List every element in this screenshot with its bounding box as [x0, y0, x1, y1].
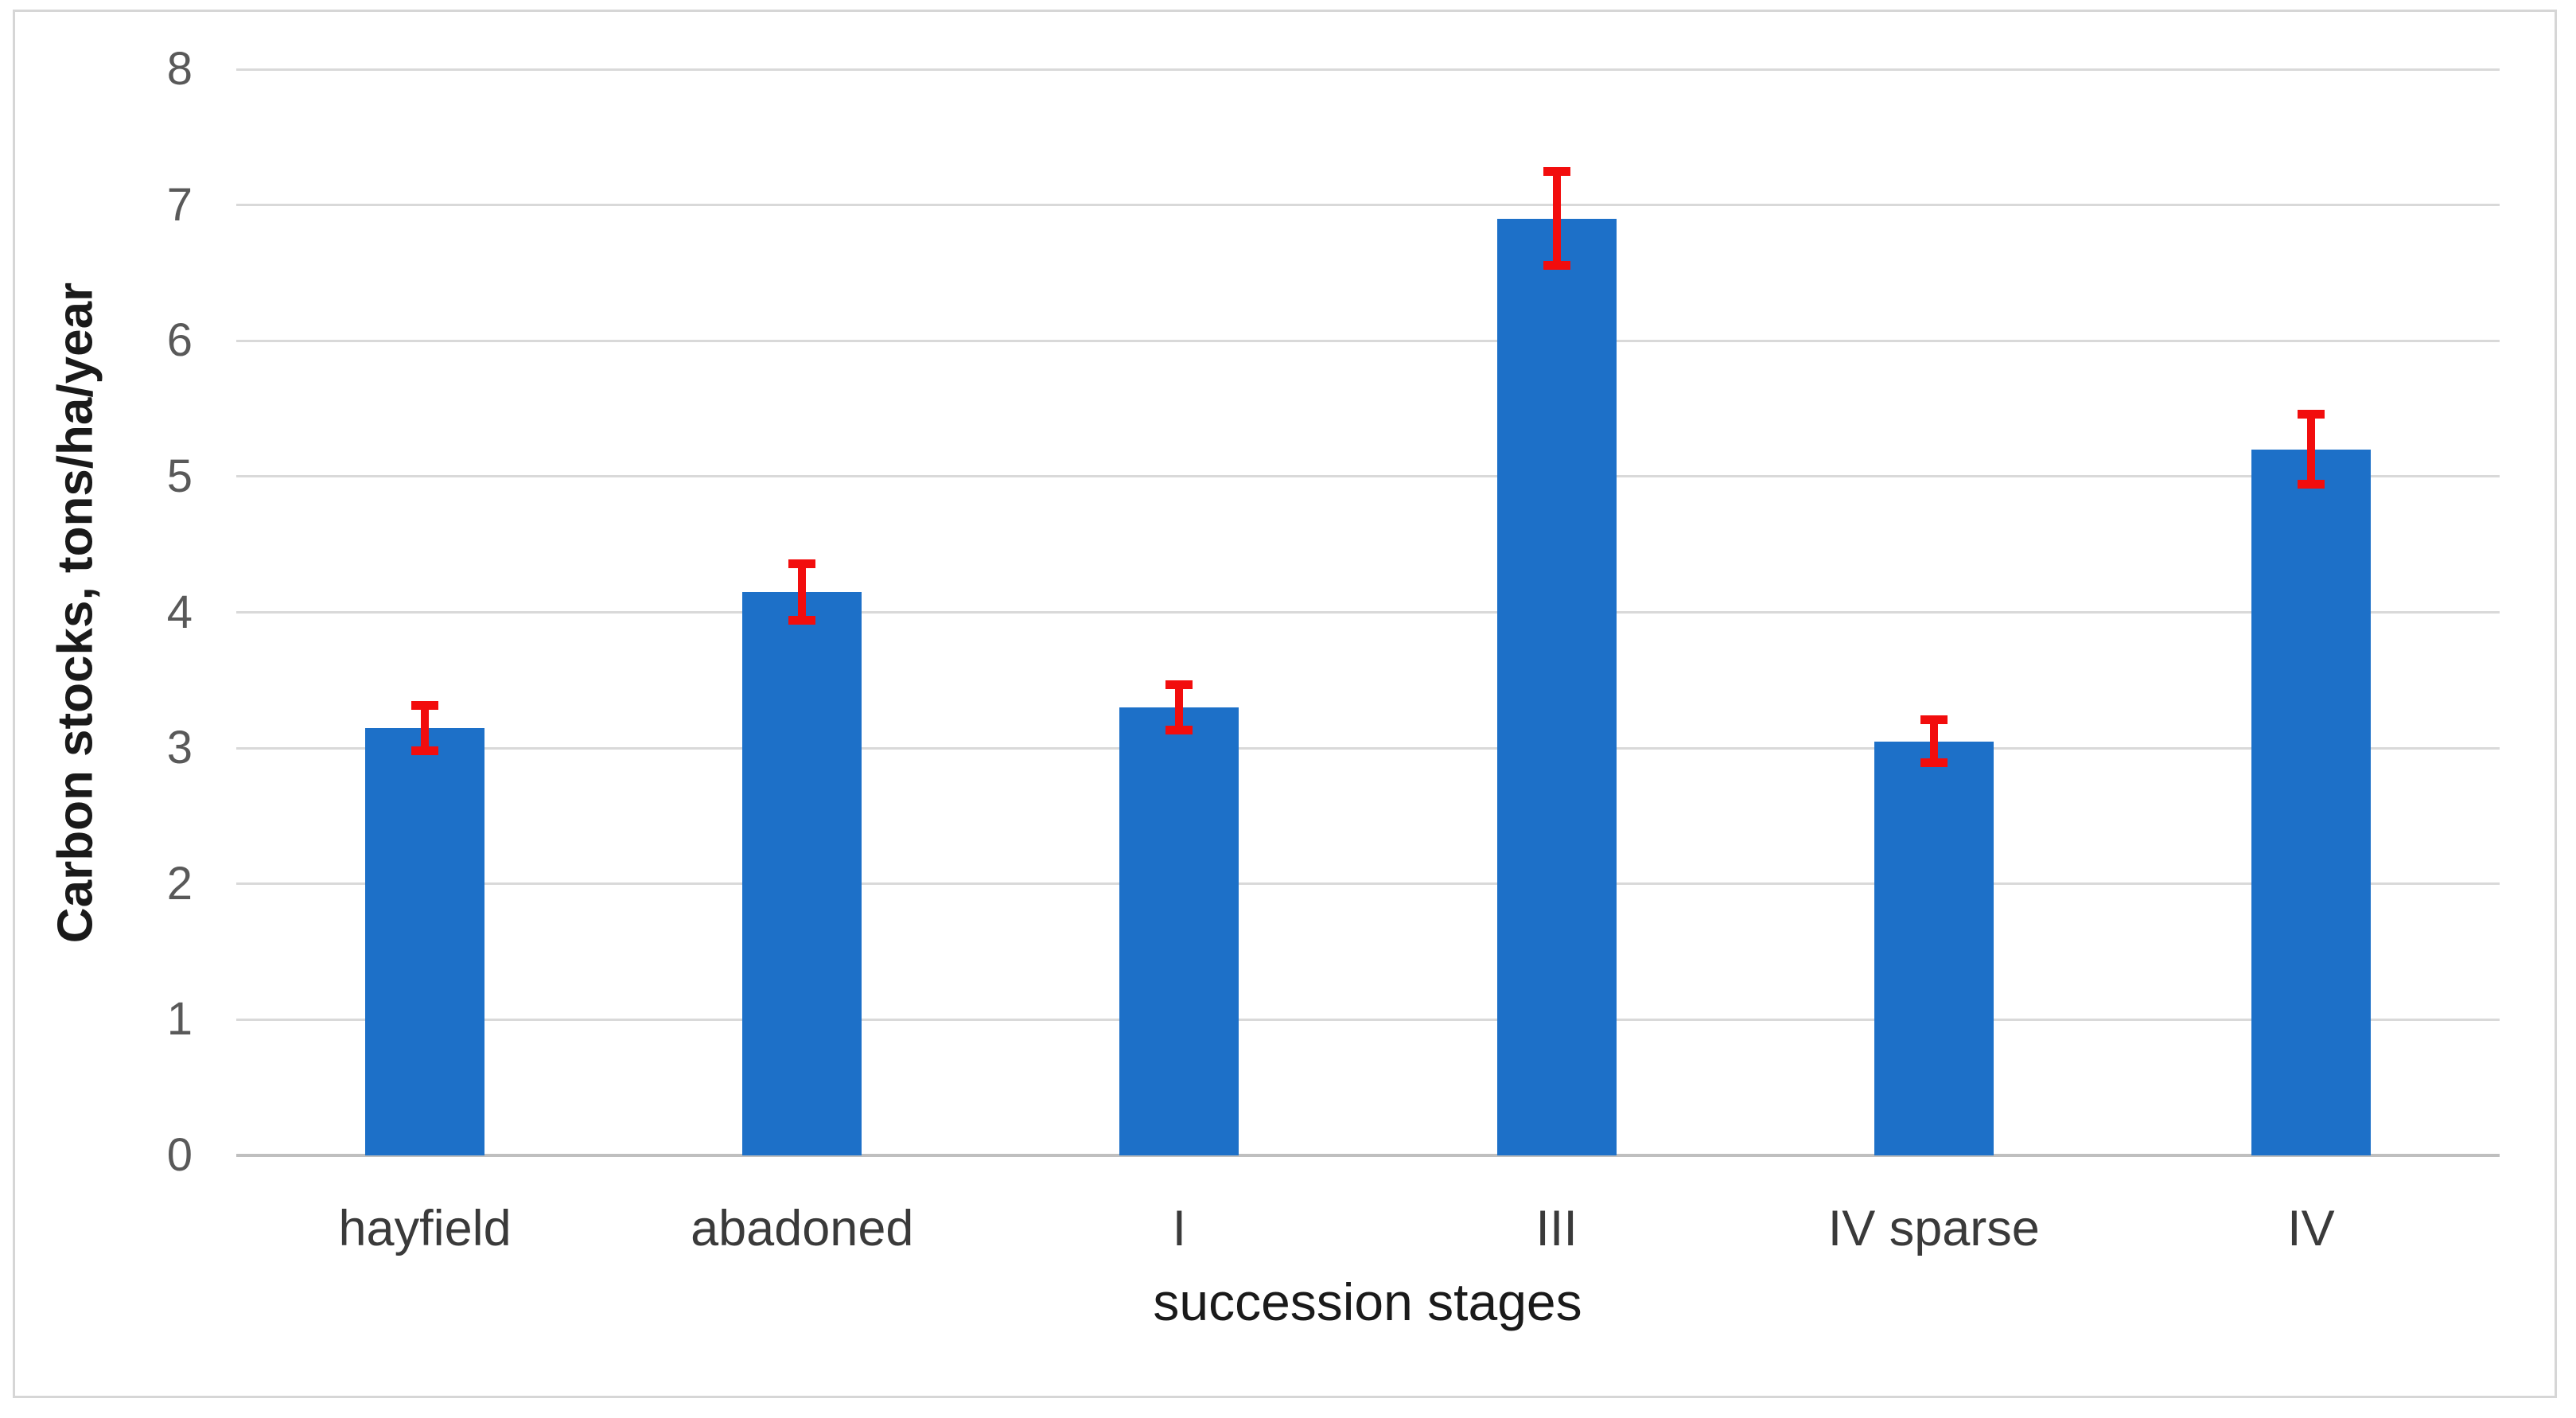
y-tick-label-2: 2	[166, 857, 193, 910]
error-bar-cap-top	[2297, 410, 2325, 419]
error-bar-line	[798, 563, 807, 621]
y-tick-label-1: 1	[166, 993, 193, 1046]
y-tick-label-8: 8	[166, 43, 193, 95]
y-tick-label-3: 3	[166, 722, 193, 774]
error-bar-line	[1175, 684, 1184, 730]
error-bar-line	[1929, 719, 1938, 763]
bar-iii	[1496, 218, 1617, 1155]
y-axis-tick-labels: 0 1 2 3 4 5 6 7 8	[0, 46, 193, 1178]
error-bar-cap-bottom	[1543, 261, 1570, 271]
error-bar-line	[2306, 414, 2315, 485]
y-tick-label-0: 0	[166, 1129, 193, 1181]
gridline-3	[236, 746, 2500, 750]
x-tick-label-iv-sparse: IV sparse	[1827, 1201, 2040, 1256]
x-axis-line	[236, 1154, 2500, 1157]
y-tick-label-7: 7	[166, 178, 193, 231]
error-bar-cap-bottom	[788, 615, 816, 625]
bar-hayfield	[365, 727, 485, 1155]
bar-iv	[2251, 449, 2371, 1155]
bar-abadoned	[742, 591, 862, 1155]
error-bar-cap-top	[1543, 166, 1570, 176]
x-tick-label-hayfield: hayfield	[338, 1201, 512, 1256]
x-tick-label-abadoned: abadoned	[691, 1201, 914, 1256]
gridline-1	[236, 1018, 2500, 1021]
x-tick-label-iv: IV	[2287, 1201, 2335, 1256]
error-bar-cap-top	[788, 559, 816, 569]
error-bar-cap-top	[1165, 680, 1193, 689]
gridline-5	[236, 475, 2500, 478]
error-bar-cap-bottom	[2297, 480, 2325, 489]
x-tick-label-i: I	[1172, 1201, 1187, 1256]
error-bar-cap-top	[1920, 715, 1948, 725]
bar-i	[1119, 707, 1239, 1155]
gridline-2	[236, 882, 2500, 886]
gridline-6	[236, 339, 2500, 342]
error-bar-line	[1552, 170, 1561, 267]
error-bar-line	[421, 704, 430, 751]
gridline-4	[236, 611, 2500, 614]
x-axis-tick-labels: hayfield abadoned I III IV sparse IV	[236, 1191, 2500, 1263]
gridline-7	[236, 204, 2500, 207]
error-bar-cap-bottom	[411, 746, 439, 755]
x-tick-label-iii: III	[1535, 1201, 1578, 1256]
bar-iv-sparse	[1874, 741, 1994, 1155]
y-tick-label-5: 5	[166, 450, 193, 502]
error-bar-cap-bottom	[1920, 758, 1948, 767]
error-bar-cap-top	[411, 700, 439, 710]
chart-border	[13, 10, 2557, 1398]
gridline-8	[236, 68, 2500, 71]
x-axis-title: succession stages	[1153, 1272, 1582, 1331]
y-tick-label-4: 4	[166, 586, 193, 638]
y-tick-label-6: 6	[166, 314, 193, 367]
error-bar-cap-bottom	[1165, 725, 1193, 734]
plot-area	[236, 68, 2500, 1157]
